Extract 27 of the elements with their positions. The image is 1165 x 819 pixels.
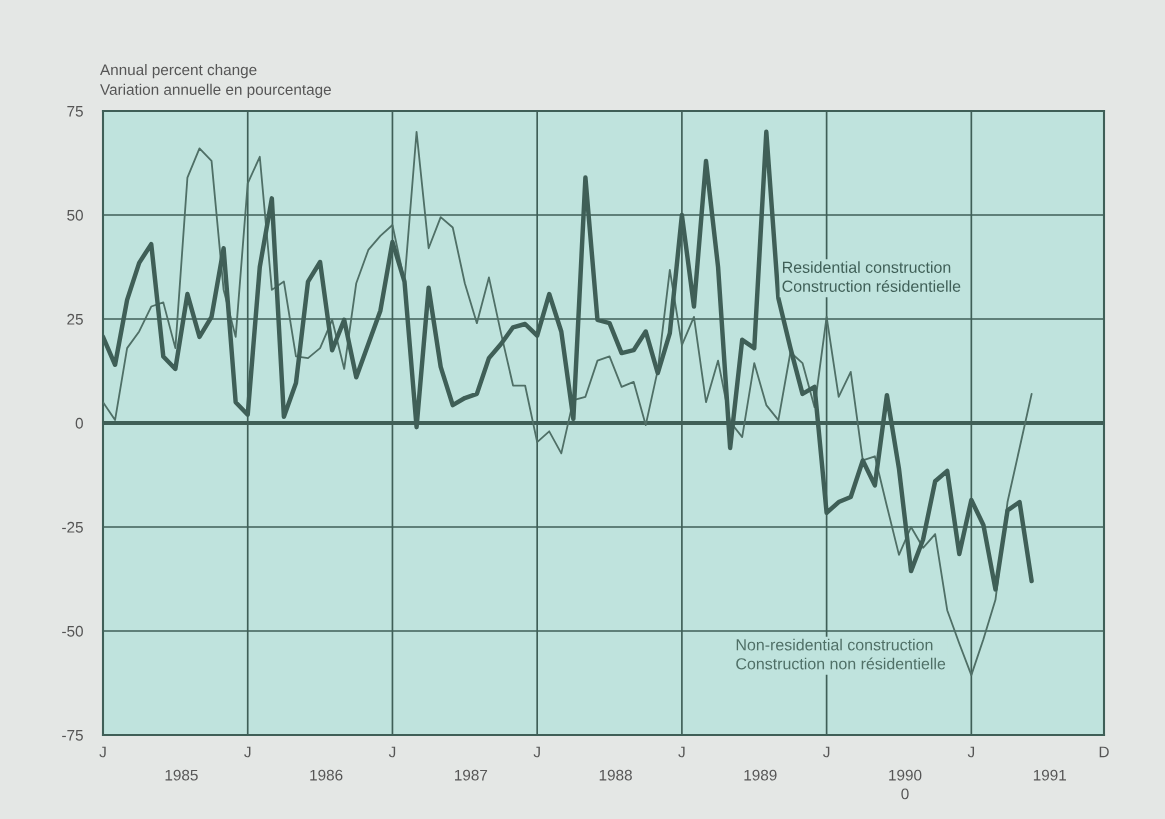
- y-axis-title: Annual percent change Variation annuelle en pourcentage: [100, 63, 331, 98]
- text: 1990: [889, 769, 922, 781]
- y-tick-label: -25: [62, 521, 83, 533]
- text: 1985: [165, 769, 198, 781]
- x-tick-label: J: [388, 746, 396, 758]
- series-label: Non-residential construction Construction non résidentielle: [736, 638, 946, 670]
- line-series: [103, 130, 1033, 677]
- text: 1991: [1033, 769, 1066, 781]
- y-tick-label: -50: [62, 625, 83, 637]
- y-tick-label: 0: [75, 417, 83, 429]
- x-tick-label: J: [533, 746, 540, 758]
- y-tick-label: 50: [67, 209, 83, 221]
- text: 1988: [599, 769, 632, 781]
- x-tick-label: D: [1099, 746, 1109, 758]
- y-tick-label: 75: [67, 106, 83, 117]
- text: 1989: [744, 769, 777, 781]
- y-tick-label: -75: [62, 730, 83, 741]
- x-tick-label: J: [99, 746, 106, 758]
- series-label: Residential construction Construction résidentielle: [782, 261, 961, 292]
- text: 0: [901, 788, 909, 800]
- x-tick-label: J: [967, 746, 975, 758]
- x-tick-label: J: [678, 746, 685, 758]
- text: 1986: [310, 769, 343, 781]
- y-tick-label: 25: [67, 313, 83, 325]
- x-tick-label: J: [244, 746, 251, 758]
- x-tick-label: J: [823, 746, 830, 758]
- text: 1987: [455, 769, 488, 781]
